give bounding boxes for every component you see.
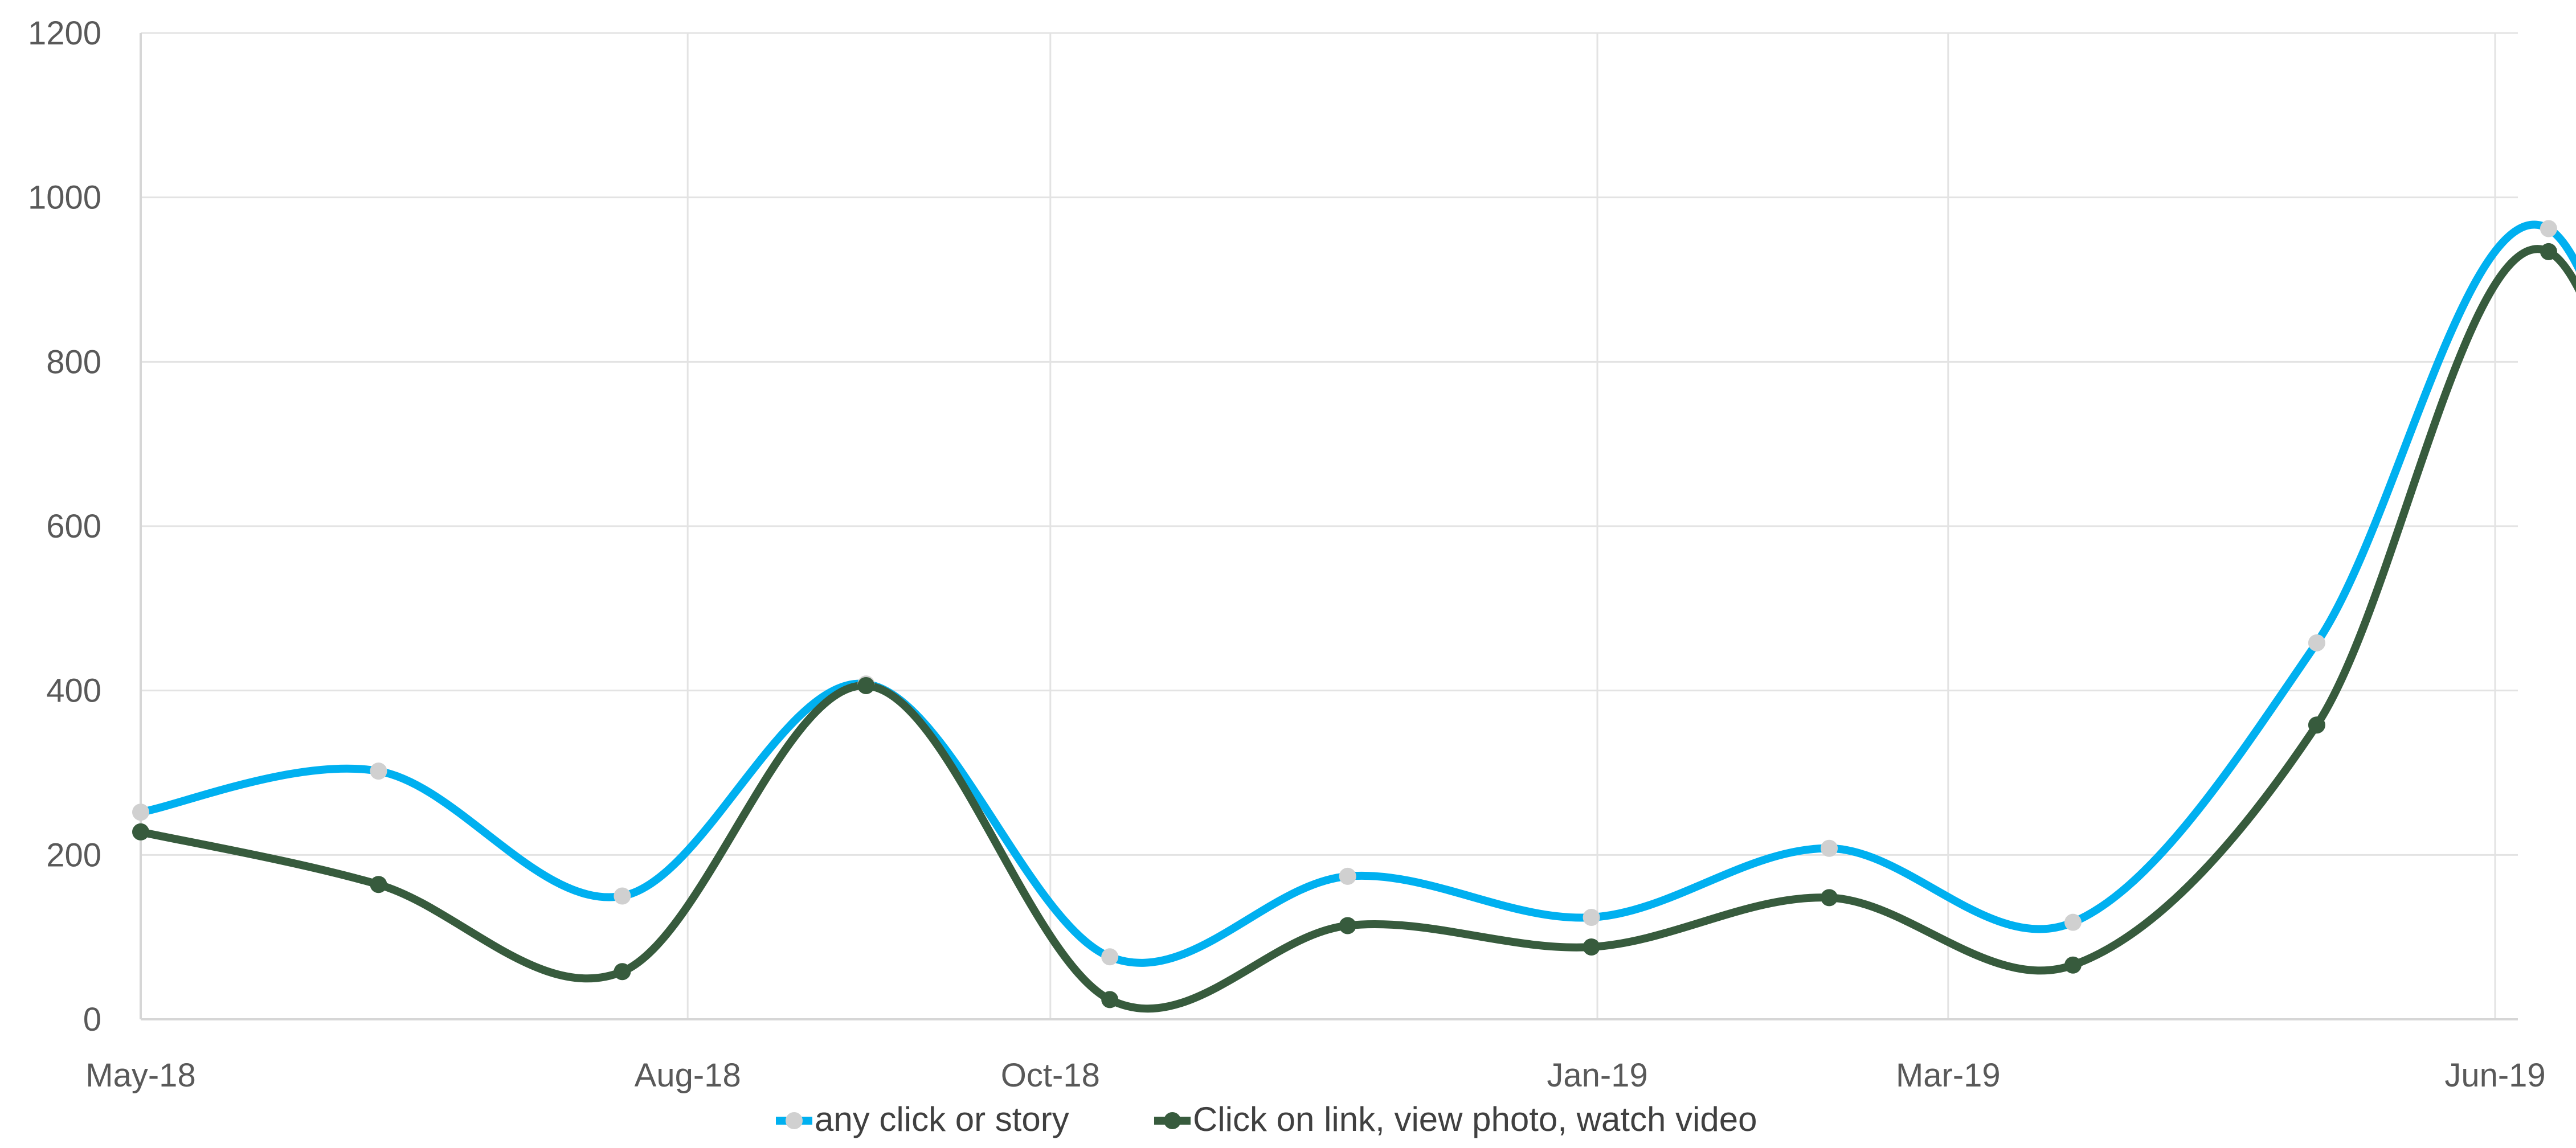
y-tick-label: 1200 xyxy=(28,15,101,52)
data-point-series-1 xyxy=(1339,867,1356,885)
series-line-2 xyxy=(137,245,2576,1013)
data-point-series-1 xyxy=(1583,909,1600,926)
x-tick-label: Jan-19 xyxy=(1547,1057,1647,1094)
series-line-1 xyxy=(137,220,2576,967)
data-point-series-2 xyxy=(1339,917,1356,934)
x-tick-label: Aug-18 xyxy=(635,1057,741,1094)
y-tick-label: 800 xyxy=(46,343,101,380)
data-point-series-1 xyxy=(132,803,149,821)
legend: any click or story Click on link, view ph… xyxy=(776,1100,1757,1138)
data-point-series-2 xyxy=(370,876,387,893)
x-tick-label: Oct-18 xyxy=(1001,1057,1100,1094)
data-point-series-2 xyxy=(857,677,875,695)
legend-label: any click or story xyxy=(815,1100,1069,1138)
data-point-series-2 xyxy=(2308,716,2325,734)
data-point-series-1 xyxy=(614,887,631,905)
data-point-series-2 xyxy=(2540,243,2557,260)
data-point-series-2 xyxy=(1821,889,1838,907)
data-point-series-1 xyxy=(1821,839,1838,857)
series-markers xyxy=(132,220,2557,1008)
y-tick-label: 200 xyxy=(46,837,101,874)
data-point-series-1 xyxy=(2540,220,2557,237)
data-point-series-1 xyxy=(1101,948,1119,966)
gridlines xyxy=(140,32,2518,1019)
legend-label: Click on link, view photo, watch video xyxy=(1193,1100,1757,1138)
axes: 0 200 400 600 800 1000 1200 May-18 Aug-18 Oct-18 J… xyxy=(28,15,2546,1094)
y-tick-label: 1000 xyxy=(28,179,101,216)
data-point-series-2 xyxy=(1583,938,1600,956)
x-tick-label: Mar-19 xyxy=(1896,1057,2001,1094)
legend-swatch-marker xyxy=(786,1112,803,1129)
data-point-series-2 xyxy=(614,963,631,981)
data-point-series-2 xyxy=(2064,956,2082,974)
data-point-series-2 xyxy=(132,823,149,840)
legend-swatch-marker xyxy=(1164,1112,1181,1129)
data-point-series-1 xyxy=(2308,634,2325,651)
y-tick-label: 600 xyxy=(46,508,101,545)
y-tick-label: 0 xyxy=(83,1001,101,1038)
data-point-series-1 xyxy=(2064,913,2082,931)
series-lines xyxy=(137,220,2576,1013)
data-point-series-2 xyxy=(1101,991,1119,1008)
x-tick-label: Jun-19 xyxy=(2444,1057,2545,1094)
data-point-series-1 xyxy=(370,762,387,780)
y-tick-label: 400 xyxy=(46,673,101,710)
x-tick-label: May-18 xyxy=(85,1057,195,1094)
